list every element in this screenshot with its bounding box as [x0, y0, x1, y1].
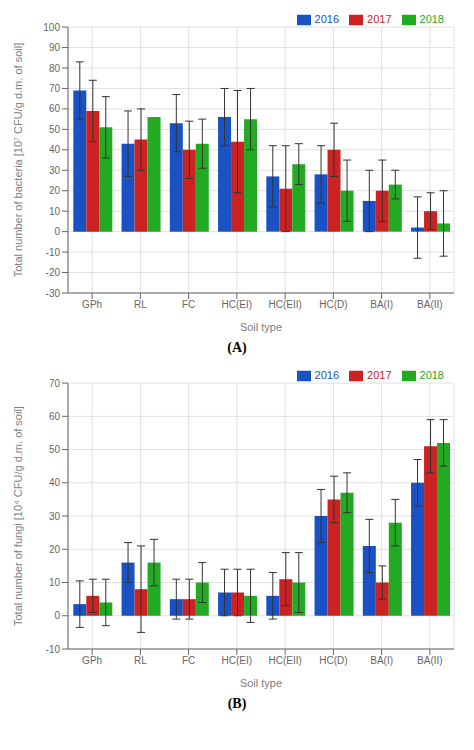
html-text:2018: 2018: [419, 369, 444, 381]
svg-text:HC(EII): HC(EII): [268, 655, 301, 666]
svg-text:20: 20: [49, 185, 61, 196]
svg-text:Total number of bacteria [10⁷: Total number of bacteria [10⁷ CFU/g d.m.…: [12, 43, 24, 277]
html-text:2017: 2017: [367, 369, 392, 381]
svg-text:70: 70: [49, 83, 61, 94]
svg-text:Total number of fungi [10⁴ CFU: Total number of fungi [10⁴ CFU/g d.m. of…: [12, 406, 24, 626]
svg-text:BA(II): BA(II): [417, 655, 443, 666]
svg-text:BA(I): BA(I): [370, 299, 393, 310]
svg-text:50: 50: [49, 124, 61, 135]
svg-text:FC: FC: [182, 299, 195, 310]
svg-text:100: 100: [43, 22, 60, 33]
html-text:(B): (B): [227, 696, 247, 711]
svg-text:70: 70: [49, 378, 61, 389]
svg-text:10: 10: [49, 206, 61, 217]
svg-text:60: 60: [49, 411, 61, 422]
svg-text:HC(EI): HC(EI): [222, 655, 253, 666]
svg-text:40: 40: [49, 477, 61, 488]
svg-text:40: 40: [49, 144, 61, 155]
svg-text:30: 30: [49, 511, 61, 522]
svg-text:Soil type: Soil type: [240, 321, 282, 333]
svg-text:HC(D): HC(D): [319, 299, 347, 310]
svg-text:10: 10: [49, 577, 61, 588]
svg-text:90: 90: [49, 42, 61, 53]
svg-text:0: 0: [54, 610, 60, 621]
svg-text:HC(EII): HC(EII): [268, 299, 301, 310]
svg-text:30: 30: [49, 165, 61, 176]
svg-text:HC(EI): HC(EI): [222, 299, 253, 310]
svg-text:RL: RL: [134, 299, 147, 310]
html-text:(A): (A): [227, 340, 247, 355]
svg-text:RL: RL: [134, 655, 147, 666]
svg-text:BA(I): BA(I): [370, 655, 393, 666]
svg-text:80: 80: [49, 63, 61, 74]
svg-text:-10: -10: [46, 247, 61, 258]
svg-text:FC: FC: [182, 655, 195, 666]
svg-text:-20: -20: [46, 267, 61, 278]
html-text:2016: 2016: [314, 369, 339, 381]
svg-text:HC(D): HC(D): [319, 655, 347, 666]
svg-text:BA(II): BA(II): [417, 299, 443, 310]
svg-text:0: 0: [54, 226, 60, 237]
svg-text:-30: -30: [46, 288, 61, 299]
svg-text:Soil type: Soil type: [240, 677, 282, 689]
svg-text:20: 20: [49, 544, 61, 555]
html-text:2017: 2017: [367, 13, 392, 25]
html-text:2018: 2018: [419, 13, 444, 25]
svg-text:GPh: GPh: [82, 299, 102, 310]
svg-text:50: 50: [49, 444, 61, 455]
svg-text:60: 60: [49, 103, 61, 114]
html-text:2016: 2016: [314, 13, 339, 25]
svg-text:-10: -10: [46, 644, 61, 655]
svg-text:GPh: GPh: [82, 655, 102, 666]
